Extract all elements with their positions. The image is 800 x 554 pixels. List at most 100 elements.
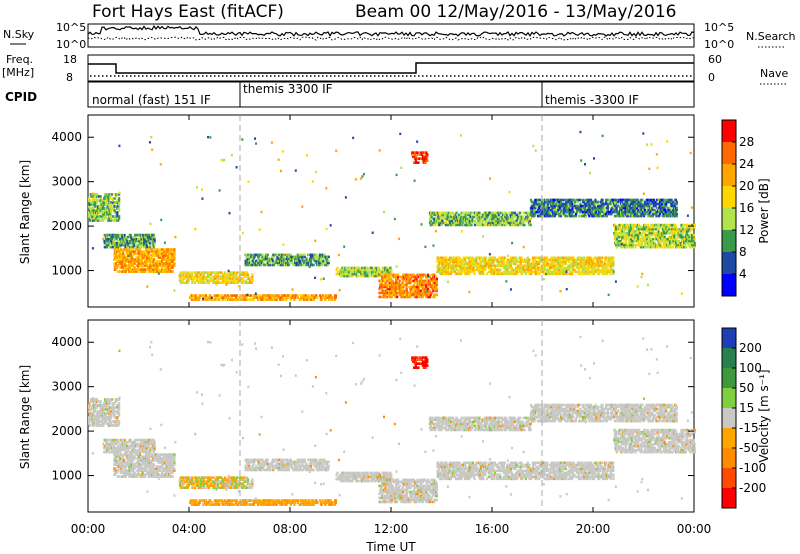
power-pixel — [171, 270, 174, 273]
power-pixel — [279, 255, 283, 259]
power-pixel — [352, 266, 355, 270]
power-pixel — [138, 264, 142, 267]
power-pixel — [476, 223, 479, 227]
power-pixel — [526, 211, 530, 215]
power-pixel — [579, 202, 582, 206]
power-pixel — [165, 264, 168, 267]
power-pixel — [539, 212, 542, 216]
power-pixel — [272, 294, 275, 297]
power-pixel — [162, 268, 165, 271]
power-pixel — [411, 293, 415, 297]
power-pixel — [528, 258, 531, 262]
power-pixel — [416, 151, 419, 154]
power-pixel — [119, 243, 123, 247]
power-pixel — [346, 268, 350, 272]
beam-date-title: Beam 00 12/May/2016 - 13/May/2016 — [355, 2, 676, 22]
power-pixel — [243, 273, 246, 276]
power-pixel — [117, 233, 120, 237]
power-pixel — [533, 264, 536, 268]
power-pixel — [191, 275, 194, 278]
power-pixel — [503, 217, 507, 221]
power-pixel — [137, 254, 140, 257]
power-pixel — [246, 261, 249, 265]
power-pixel — [452, 256, 455, 260]
power-pixel — [200, 277, 203, 280]
power-pixel — [183, 277, 186, 280]
power-pixel — [567, 198, 571, 202]
power-pixel — [131, 254, 135, 257]
power-pixel — [604, 262, 607, 266]
power-pixel — [517, 211, 520, 215]
power-pixel — [547, 198, 550, 202]
power-pixel — [557, 208, 560, 212]
power-pixel — [118, 258, 121, 261]
power-pixel — [433, 287, 436, 291]
power-pixel — [455, 217, 458, 221]
power-pixel — [91, 209, 94, 212]
power-pixel — [414, 289, 417, 293]
power-pixel — [512, 213, 516, 217]
power-pixel — [110, 245, 113, 249]
power-pixel — [124, 260, 127, 263]
power-pixel — [317, 257, 320, 261]
power-pixel — [392, 287, 395, 291]
power-pixel — [396, 287, 400, 291]
power-pixel — [169, 254, 173, 257]
power-pixel — [191, 273, 194, 276]
power-pixel — [567, 266, 570, 270]
power-pixel — [139, 243, 142, 247]
power-pixel — [123, 268, 127, 271]
power-pixel — [548, 212, 551, 216]
power-pixel — [411, 291, 415, 295]
power-pixel — [475, 260, 478, 264]
power-pixel — [386, 289, 389, 293]
power-pixel — [331, 296, 334, 299]
power-pixel — [320, 259, 323, 263]
power-pixel — [364, 274, 367, 278]
power-pixel — [263, 257, 266, 261]
power-pixel — [579, 262, 582, 266]
power-pixel — [579, 198, 582, 202]
power-pixel — [582, 266, 585, 270]
power-pixel — [550, 200, 553, 204]
power-pixel — [513, 215, 516, 219]
power-pixel — [191, 281, 194, 284]
power-pixel — [301, 294, 304, 297]
power-pixel — [263, 263, 266, 267]
power-pixel — [357, 274, 360, 278]
power-pixel — [113, 262, 116, 265]
power-pixel — [108, 193, 111, 196]
power-pixel — [391, 289, 394, 293]
power-pixel — [99, 195, 102, 198]
power-pixel — [244, 261, 247, 265]
power-pixel — [249, 253, 253, 257]
power-pixel — [137, 256, 141, 259]
power-pixel — [591, 260, 594, 264]
power-pixel — [489, 258, 492, 262]
power-pixel — [463, 213, 466, 217]
power-pixel — [430, 273, 433, 277]
power-pixel — [168, 260, 172, 263]
power-pixel — [492, 211, 495, 215]
power-pixel — [312, 263, 315, 267]
power-pixel — [363, 272, 366, 276]
power-pixel — [603, 264, 606, 268]
power-pixel — [462, 215, 465, 219]
power-pixel — [453, 264, 456, 268]
power-pixel — [426, 287, 430, 291]
power-pixel — [295, 261, 299, 265]
power-pixel — [460, 264, 463, 268]
power-pixel — [558, 270, 561, 274]
power-pixel — [502, 270, 505, 274]
power-pixel — [160, 248, 164, 251]
power-pixel — [595, 268, 598, 272]
power-pixel — [144, 270, 147, 273]
power-pixel — [557, 202, 560, 206]
power-pixel — [129, 266, 132, 269]
power-pixel — [597, 266, 600, 270]
power-pixel — [457, 223, 460, 227]
power-pixel — [386, 268, 389, 272]
power-pixel — [489, 268, 492, 272]
power-pixel — [566, 204, 569, 208]
power-pixel — [251, 275, 254, 278]
